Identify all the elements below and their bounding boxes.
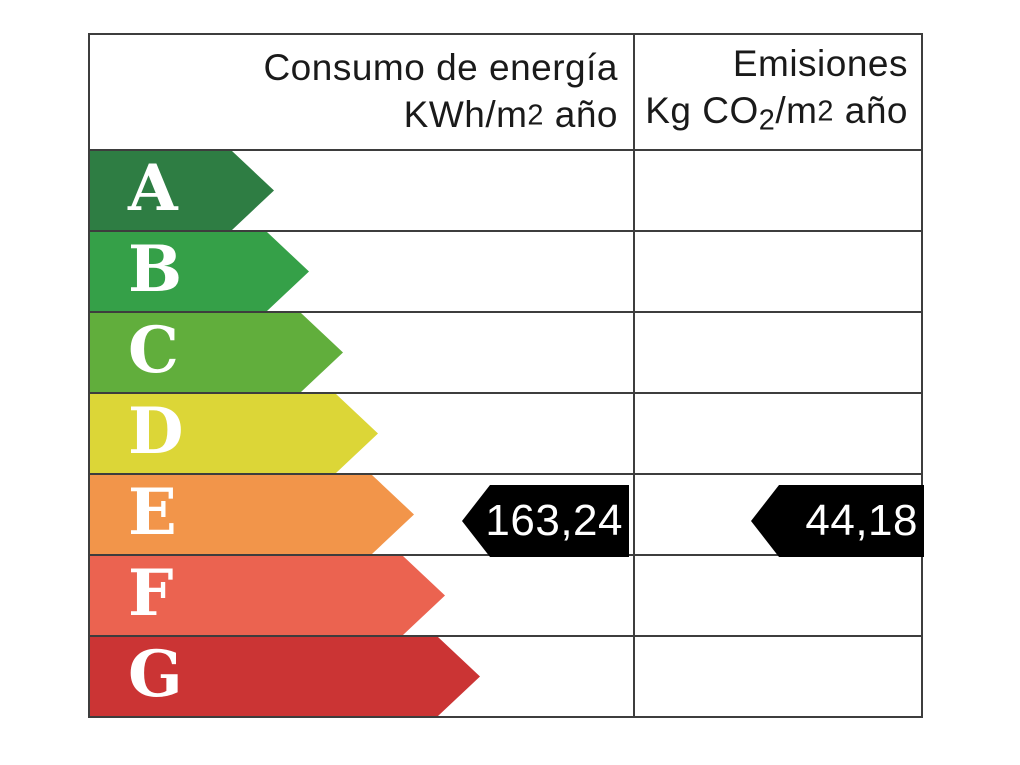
- rating-letter-b: B: [128, 231, 183, 307]
- rating-table: Consumo de energía KWh/m2 año Emisiones …: [88, 33, 924, 718]
- consumption-value-arrow: 163,24: [462, 485, 629, 557]
- consumption-header-line1: Consumo de energía: [263, 47, 618, 89]
- rating-bar-f: F: [90, 556, 445, 635]
- rating-row-a: A: [90, 151, 921, 232]
- rating-rows: A B C D E: [90, 151, 921, 716]
- rating-row-g: G: [90, 637, 921, 716]
- rating-row-c: C: [90, 313, 921, 394]
- emissions-header-line2: Kg CO2/m2 año: [645, 89, 908, 137]
- rating-row-b: B: [90, 232, 921, 313]
- rating-row-d: D: [90, 394, 921, 475]
- consumption-header: Consumo de energía KWh/m2 año: [90, 35, 633, 149]
- emissions-value: 44,18: [805, 496, 918, 545]
- rating-row-f: F: [90, 556, 921, 637]
- rating-row-e: E: [90, 475, 921, 556]
- rating-bar-c: C: [90, 313, 343, 392]
- emissions-header-line1: Emisiones: [732, 42, 908, 84]
- rating-letter-c: C: [128, 312, 179, 388]
- rating-bar-e: E: [90, 475, 414, 554]
- rating-bar-g: G: [90, 637, 480, 716]
- rating-letter-a: A: [128, 150, 178, 226]
- rating-letter-e: E: [128, 474, 177, 550]
- rating-letter-f: F: [128, 555, 174, 631]
- consumption-header-line2: KWh/m2 año: [403, 94, 618, 136]
- consumption-value: 163,24: [485, 496, 623, 545]
- table-header: Consumo de energía KWh/m2 año Emisiones …: [90, 35, 921, 151]
- rating-letter-d: D: [128, 393, 184, 469]
- rating-bar-b: B: [90, 232, 309, 311]
- column-divider: [633, 35, 635, 716]
- emissions-header: Emisiones Kg CO2/m2 año: [633, 35, 921, 149]
- rating-bar-d: D: [90, 394, 378, 473]
- rating-letter-g: G: [128, 636, 183, 712]
- emissions-value-arrow: 44,18: [751, 485, 924, 557]
- rating-bar-a: A: [90, 151, 274, 230]
